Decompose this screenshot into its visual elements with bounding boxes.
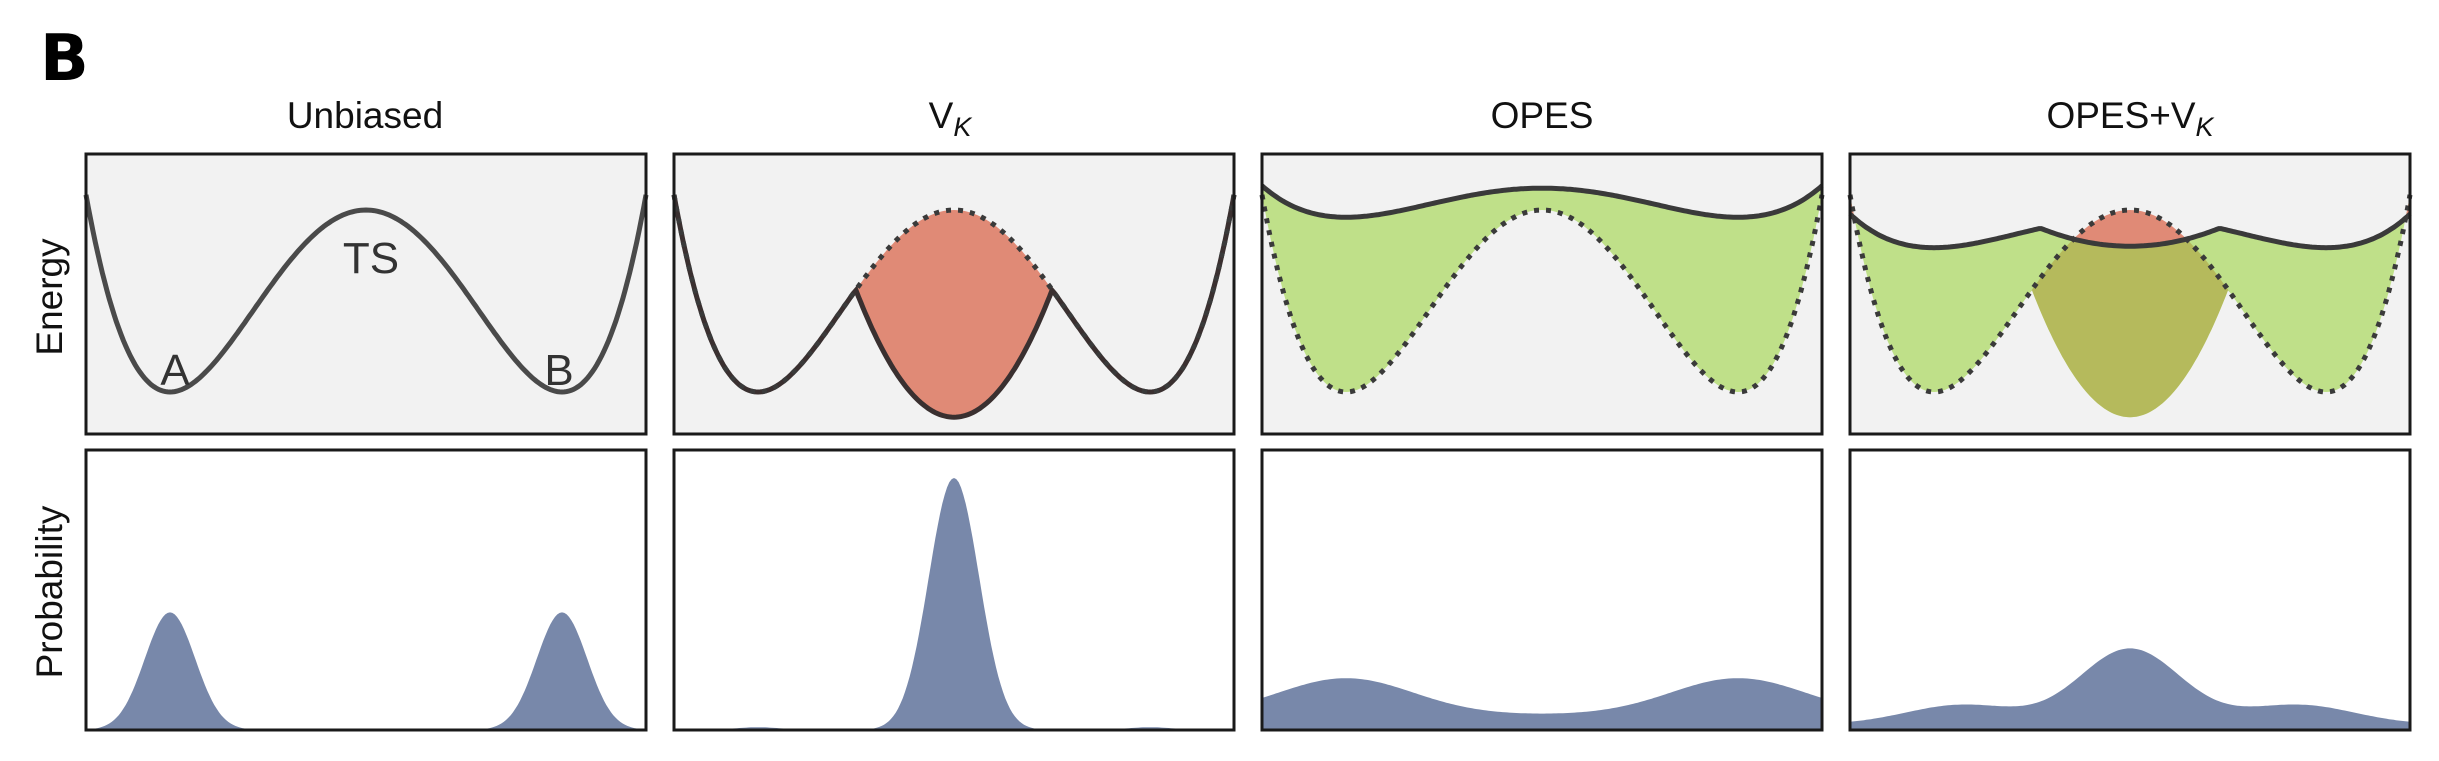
biased-energy-curve [671, 194, 1237, 420]
opes-bias-region [1262, 185, 1822, 392]
energy-panel-vk [671, 152, 1237, 436]
panel-frame [1260, 152, 1824, 436]
panel-letter: B [40, 22, 89, 96]
column-title-vk: VK [929, 95, 973, 142]
bias-region [1850, 194, 2410, 248]
row-label-probability: Probability [29, 505, 70, 678]
panel-frame [84, 152, 648, 436]
panel-frame [672, 152, 1236, 436]
biased-energy-curve [1260, 183, 1824, 220]
probability-density [86, 612, 646, 730]
biased-energy-curve [1848, 212, 2412, 251]
overlap-region [1850, 214, 2410, 418]
probability-panel-vk [672, 448, 1236, 732]
panel-background [86, 154, 646, 434]
energy-panel-unbiased [83, 152, 649, 436]
column-title-opes-vk: OPES+VK [2046, 95, 2214, 142]
probability-density [1262, 678, 1822, 730]
state-b-label: B [544, 346, 573, 395]
energy-curve [83, 194, 649, 395]
transition-state-label: TS [343, 234, 399, 283]
probability-panel-opes-vk [1848, 448, 2412, 732]
energy-panel-opes-vk [1847, 152, 2413, 436]
probability-density [674, 478, 1234, 730]
probability-panel-unbiased [84, 448, 648, 732]
column-title-opes: OPES [1491, 95, 1594, 136]
energy-panel-opes [1259, 152, 1825, 436]
column-title-unbiased: Unbiased [287, 95, 443, 136]
panel-frame [1848, 448, 2412, 732]
panel-frame [672, 448, 1236, 732]
probability-panel-opes [1260, 448, 1824, 732]
row-label-energy: Energy [29, 238, 70, 356]
probability-density [1850, 648, 2410, 730]
bias-region [674, 194, 1234, 418]
panel-frame [1848, 152, 2412, 436]
panel-frame [1260, 448, 1824, 732]
panel-frame [84, 448, 648, 732]
state-a-label: A [160, 346, 190, 395]
